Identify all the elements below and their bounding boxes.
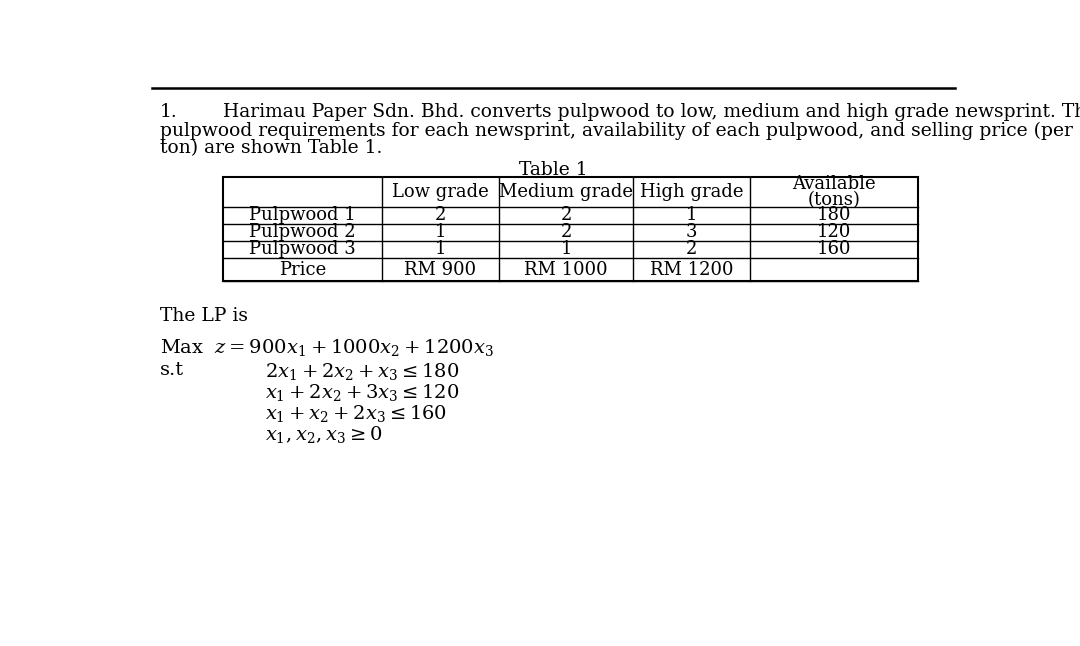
Text: pulpwood requirements for each newsprint, availability of each pulpwood, and sel: pulpwood requirements for each newsprint… [160, 121, 1074, 140]
Text: Pulpwood 2: Pulpwood 2 [249, 224, 355, 241]
Bar [222, 177, 918, 282]
Text: 2: 2 [435, 206, 446, 224]
Text: The LP is: The LP is [160, 307, 248, 326]
Text: $x_1, x_2, x_3 \geq 0$: $x_1, x_2, x_3 \geq 0$ [265, 424, 382, 444]
Text: 1.: 1. [160, 103, 178, 121]
Text: Medium grade: Medium grade [499, 183, 633, 201]
Text: Table 1: Table 1 [519, 161, 588, 179]
Text: Pulpwood 1: Pulpwood 1 [249, 206, 355, 224]
Text: (tons): (tons) [808, 191, 861, 209]
Text: Low grade: Low grade [392, 183, 489, 201]
Text: 160: 160 [816, 240, 851, 258]
Text: Price: Price [279, 260, 326, 278]
Text: 1: 1 [435, 224, 446, 241]
Text: 120: 120 [816, 224, 851, 241]
Text: $x_1 + x_2 + 2x_3 \leq 160$: $x_1 + x_2 + 2x_3 \leq 160$ [265, 403, 447, 424]
Text: Max  $z = 900x_1 + 1000x_2 + 1200x_3$: Max $z = 900x_1 + 1000x_2 + 1200x_3$ [160, 337, 494, 358]
Text: s.t: s.t [160, 361, 185, 379]
Text: 180: 180 [816, 206, 851, 224]
Text: Harimau Paper Sdn. Bhd. converts pulpwood to low, medium and high grade newsprin: Harimau Paper Sdn. Bhd. converts pulpwoo… [222, 103, 1080, 121]
Text: 2: 2 [561, 206, 571, 224]
Text: 2: 2 [686, 240, 698, 258]
Text: RM 1000: RM 1000 [524, 260, 608, 278]
Text: 2: 2 [561, 224, 571, 241]
Text: ton) are shown Table 1.: ton) are shown Table 1. [160, 139, 382, 157]
Text: $2x_1 + 2x_2 + x_3 \leq 180$: $2x_1 + 2x_2 + x_3 \leq 180$ [265, 361, 459, 382]
Text: Pulpwood 3: Pulpwood 3 [249, 240, 355, 258]
Text: 1: 1 [435, 240, 446, 258]
Text: 1: 1 [561, 240, 571, 258]
Text: $x_1 + 2x_2 + 3x_3 \leq 120$: $x_1 + 2x_2 + 3x_3 \leq 120$ [265, 382, 459, 403]
Text: RM 900: RM 900 [404, 260, 476, 278]
Text: RM 1200: RM 1200 [650, 260, 733, 278]
Text: Available: Available [792, 175, 876, 193]
Text: High grade: High grade [639, 183, 743, 201]
Text: 3: 3 [686, 224, 698, 241]
Text: 1: 1 [686, 206, 698, 224]
